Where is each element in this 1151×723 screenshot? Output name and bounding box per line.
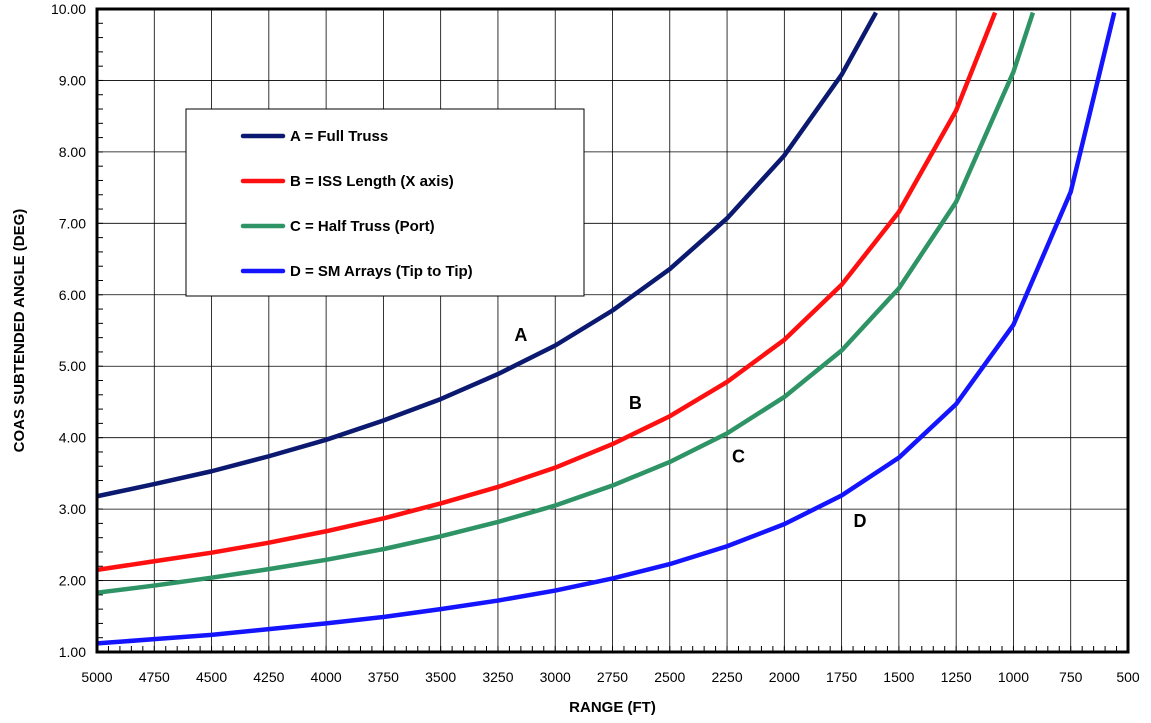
x-tick-label: 4500 xyxy=(196,669,227,685)
x-tick-label: 4250 xyxy=(253,669,284,685)
y-tick-label: 8.00 xyxy=(59,144,86,160)
x-tick-label: 4000 xyxy=(311,669,342,685)
y-tick-label: 5.00 xyxy=(59,358,86,374)
y-tick-label: 10.00 xyxy=(51,1,86,17)
legend: A = Full Truss B = ISS Length (X axis) C =… xyxy=(185,108,585,297)
grid xyxy=(96,8,1129,653)
x-tick-label: 1500 xyxy=(883,669,914,685)
x-tick-label: 3500 xyxy=(425,669,456,685)
legend-label-c: C = Half Truss (Port) xyxy=(290,218,435,235)
x-tick-label: 2000 xyxy=(769,669,800,685)
x-tick-label: 1000 xyxy=(998,669,1029,685)
series-line-d xyxy=(96,12,1117,646)
curve-label-c: C xyxy=(732,447,745,467)
y-tick-label: 3.00 xyxy=(59,501,86,517)
y-tick-label: 7.00 xyxy=(59,215,86,231)
x-tick-labels: 5000 4750 4500 4250 4000 3750 3500 3250 3000 2750… xyxy=(81,669,1139,685)
y-tick-label: 9.00 xyxy=(59,72,86,88)
x-tick-label: 3000 xyxy=(540,669,571,685)
series xyxy=(96,11,1117,646)
y-tick-label: 1.00 xyxy=(59,644,86,660)
curve-label-d: D xyxy=(853,511,866,531)
y-tick-label: 2.00 xyxy=(59,573,86,589)
y-tick-label: 4.00 xyxy=(59,430,86,446)
x-tick-label: 3250 xyxy=(482,669,513,685)
x-tick-label: 5000 xyxy=(81,669,112,685)
x-tick-label: 4750 xyxy=(139,669,170,685)
y-axis-title: COAS SUBTENDED ANGLE (DEG) xyxy=(11,209,28,453)
y-tick-label: 6.00 xyxy=(59,287,86,303)
y-tick-labels: 1.00 2.00 3.00 4.00 5.00 6.00 7.00 8.00 9.00 10.0… xyxy=(51,1,86,660)
x-tick-label: 1750 xyxy=(826,669,857,685)
legend-box xyxy=(185,108,585,297)
plot-frame xyxy=(95,7,1130,654)
curve-label-a: A xyxy=(514,325,527,345)
x-tick-label: 2250 xyxy=(711,669,742,685)
legend-label-a: A = Full Truss xyxy=(290,128,388,145)
legend-label-b: B = ISS Length (X axis) xyxy=(290,173,454,190)
x-tick-label: 1250 xyxy=(941,669,972,685)
x-tick-label: 500 xyxy=(1116,669,1140,685)
x-tick-label: 2750 xyxy=(597,669,628,685)
x-tick-label: 750 xyxy=(1059,669,1083,685)
legend-items: A = Full Truss B = ISS Length (X axis) C =… xyxy=(240,128,473,280)
legend-label-d: D = SM Arrays (Tip to Tip) xyxy=(290,263,473,280)
series-line-c xyxy=(96,11,1036,595)
x-axis-title: RANGE (FT) xyxy=(569,699,656,716)
curve-label-b: B xyxy=(629,393,642,413)
x-tick-label: 2500 xyxy=(654,669,685,685)
curve-labels: A B C D xyxy=(514,325,866,531)
series-line-a xyxy=(96,11,878,499)
x-tick-label: 3750 xyxy=(368,669,399,685)
series-line-b xyxy=(96,11,998,573)
